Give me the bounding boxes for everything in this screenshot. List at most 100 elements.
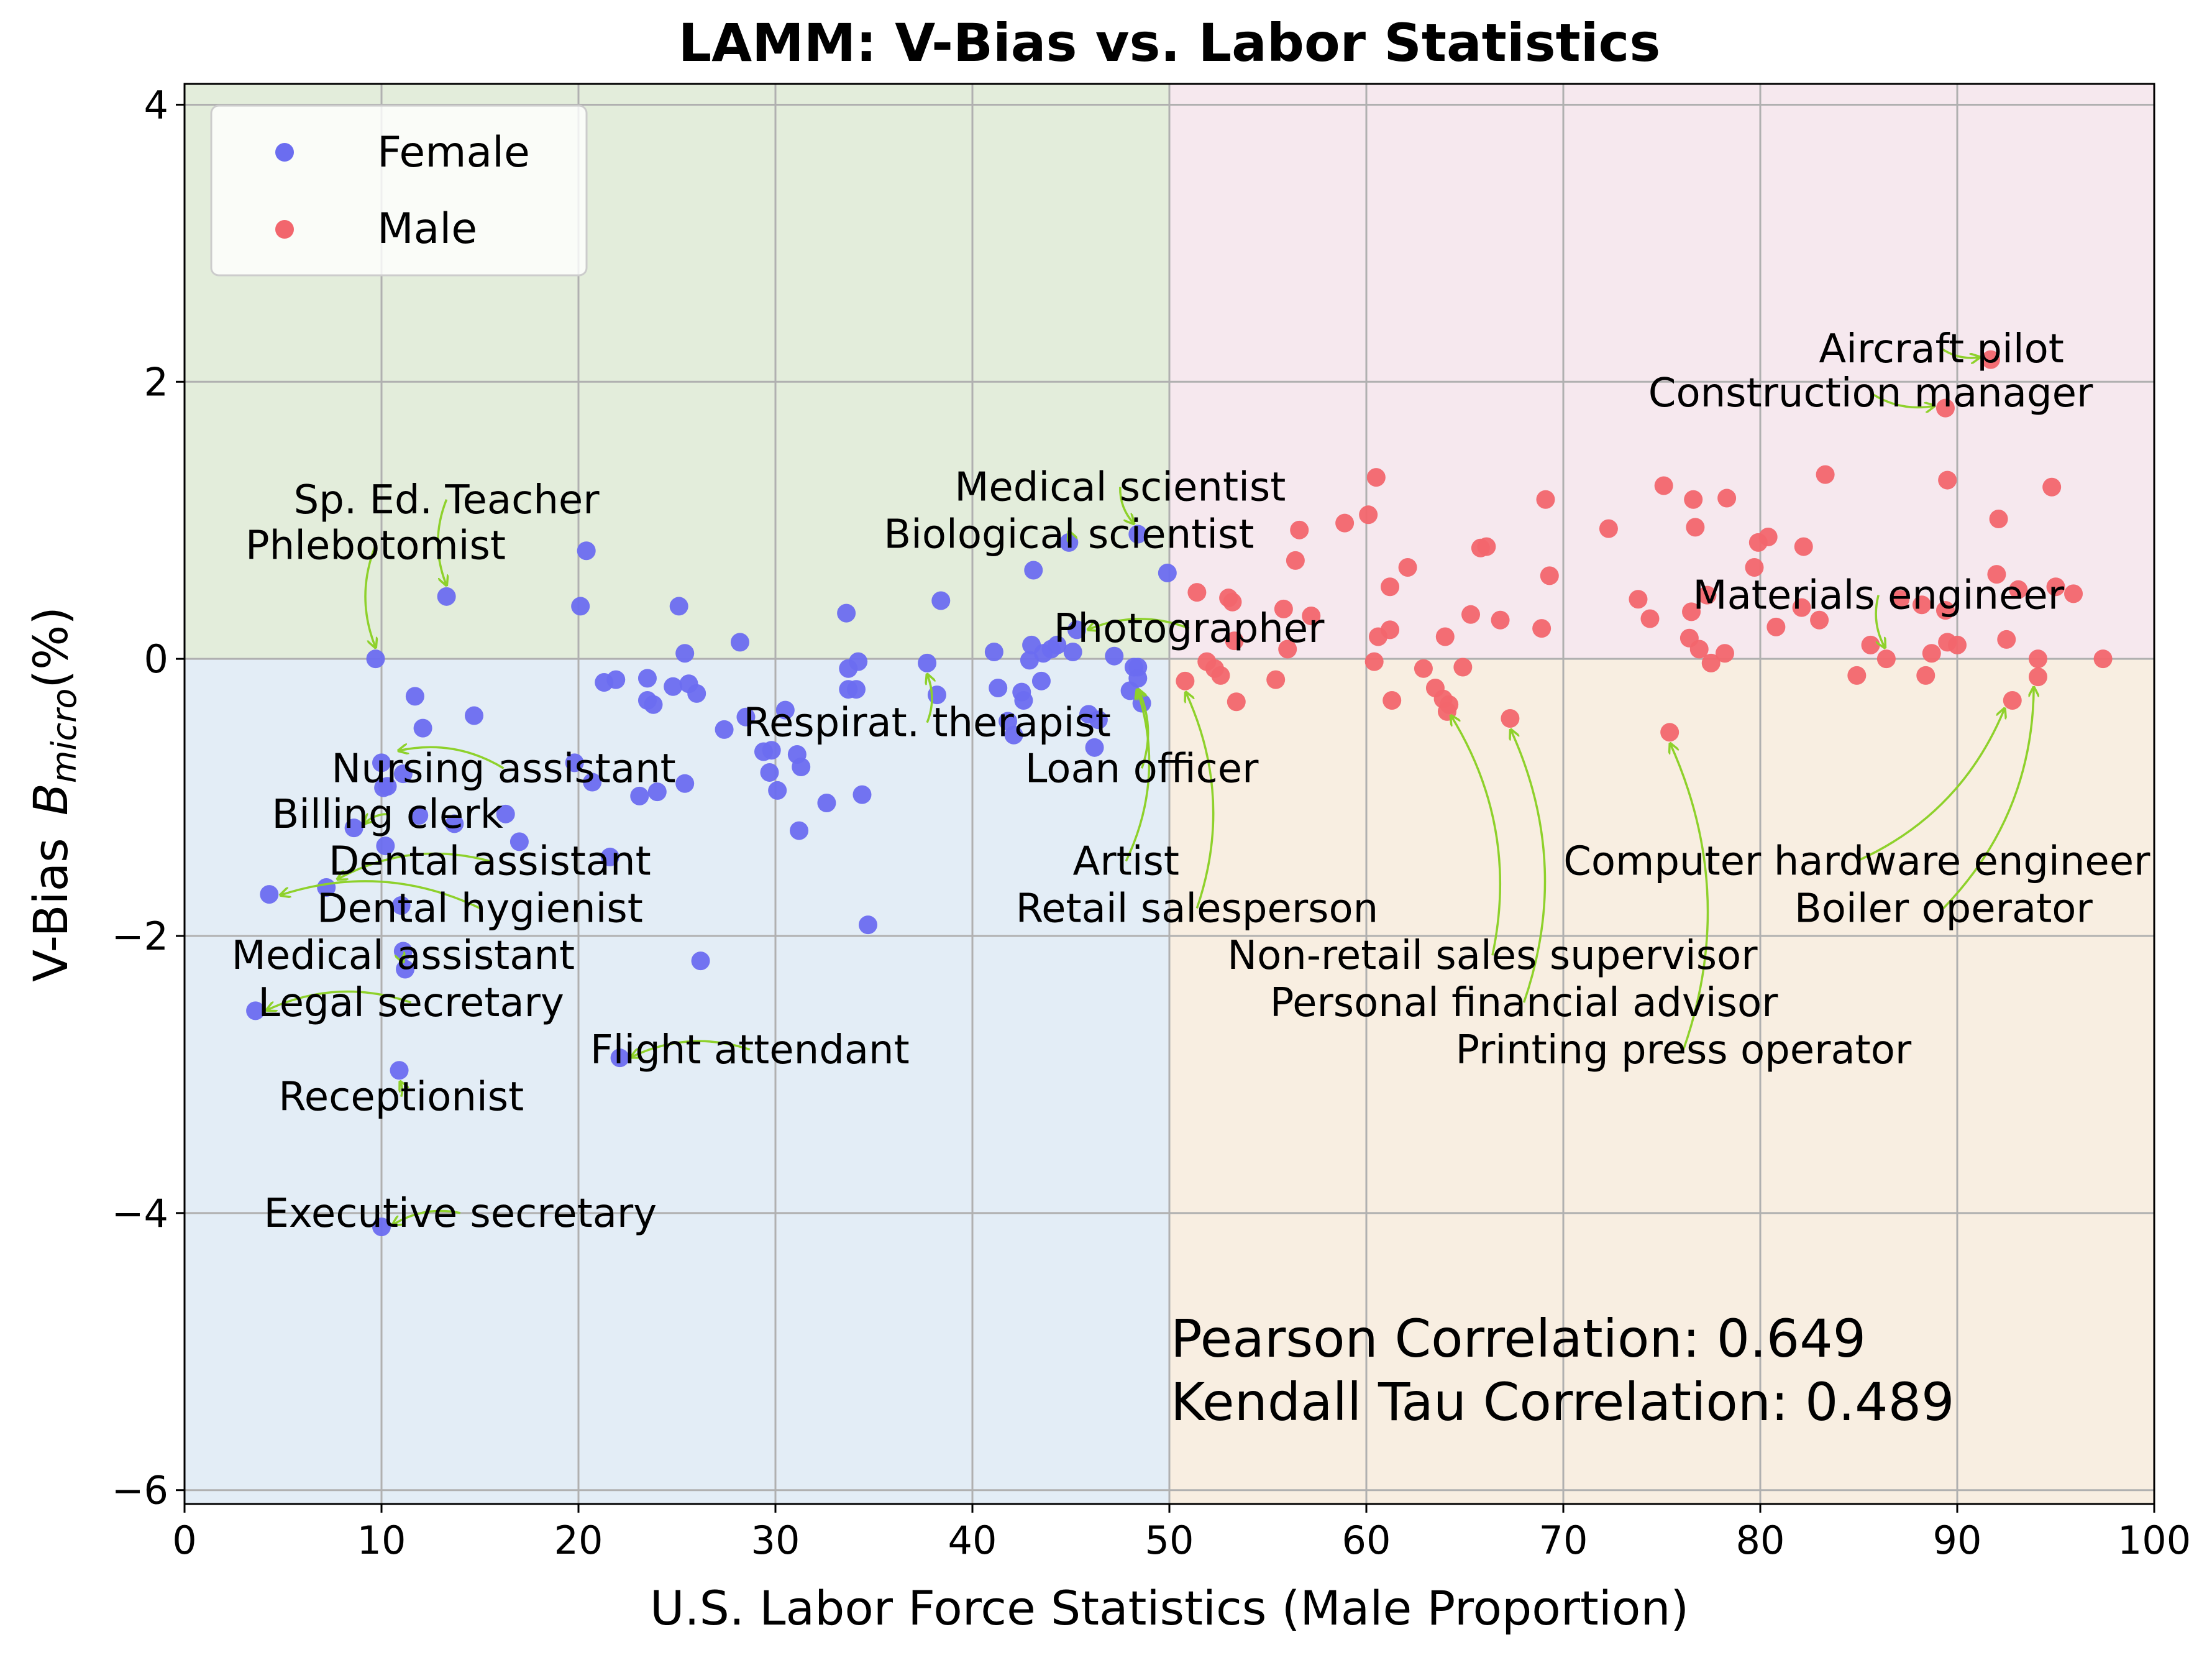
- female-point: [817, 793, 836, 812]
- pearson-correlation: Pearson Correlation: 0.649: [1171, 1308, 1866, 1369]
- male-point: [1187, 583, 1207, 602]
- male-point: [1912, 595, 1931, 615]
- annotation-arrow: [280, 880, 481, 909]
- female-point: [1105, 646, 1124, 666]
- female-point: [405, 687, 424, 706]
- annotation-label: Dental hygienist: [317, 886, 643, 932]
- x-tick-label: 50: [1145, 1518, 1194, 1563]
- annotation-label: Dental assistant: [329, 839, 651, 885]
- annotation-arrow: [1088, 618, 1190, 630]
- annotation-label: Receptionist: [278, 1075, 524, 1121]
- female-point: [413, 718, 432, 738]
- y-axis-label: V-Bias Bmicro(%): [23, 607, 84, 982]
- male-point: [1948, 635, 1967, 654]
- annotation-arrow: [927, 674, 932, 723]
- annotation-arrow: [400, 1081, 402, 1098]
- female-point: [390, 1061, 409, 1080]
- male-point: [1461, 605, 1481, 624]
- male-point: [1359, 505, 1378, 525]
- annotation-arrow: [1856, 708, 2004, 863]
- male-point: [1766, 617, 1786, 636]
- female-point: [837, 603, 856, 623]
- annotation-arrow: [1942, 687, 2034, 909]
- female-point: [496, 804, 515, 823]
- annotation-label: Printing press operator: [1456, 1027, 1912, 1073]
- female-point: [260, 885, 279, 904]
- male-point: [2093, 649, 2113, 669]
- male-point: [1684, 490, 1703, 509]
- annotation-arrows: [267, 347, 2034, 1225]
- male-point: [1794, 537, 1813, 556]
- annotation-arrow: [398, 747, 505, 769]
- male-point: [1286, 551, 1305, 570]
- female-point: [1089, 710, 1108, 730]
- male-point: [1302, 607, 1321, 626]
- male-point: [1682, 602, 1701, 621]
- male-point: [1981, 350, 2000, 369]
- female-point: [577, 541, 596, 561]
- annotation-arrow: [1940, 347, 1980, 358]
- annotation-label: Respirat. therapist: [743, 700, 1110, 746]
- female-point: [858, 915, 877, 935]
- x-tick-label: 100: [2118, 1518, 2191, 1563]
- annotation-label: Medical assistant: [232, 933, 575, 979]
- female-point: [1128, 669, 1148, 688]
- female-point: [736, 707, 756, 727]
- male-point: [1532, 619, 1552, 638]
- annotation-arrow: [1870, 392, 1935, 407]
- male-point: [1698, 585, 1717, 605]
- annotation-label: Medical scientist: [954, 465, 1286, 511]
- y-tick-label: 2: [144, 359, 168, 405]
- x-tick-label: 90: [1933, 1518, 1982, 1563]
- y-tick-label: −6: [112, 1468, 168, 1513]
- y-axis-ticks: −6 −4 −2 0 2 4: [112, 82, 185, 1513]
- annotation-label: Personal financial advisor: [1270, 980, 1778, 1026]
- female-point: [600, 847, 619, 866]
- female-point: [918, 653, 937, 672]
- male-point: [1382, 691, 1402, 710]
- female-point: [437, 587, 456, 606]
- annotation-label: Legal secretary: [258, 980, 564, 1026]
- x-tick-label: 30: [751, 1518, 800, 1563]
- annotation-arrow: [364, 814, 388, 823]
- female-point: [366, 649, 385, 669]
- annotation-arrow: [631, 1040, 751, 1057]
- male-point: [1876, 649, 1896, 669]
- y-axis-label-subscript: micro: [45, 689, 84, 784]
- male-point: [1266, 670, 1286, 689]
- female-point: [638, 669, 657, 688]
- male-point: [1381, 577, 1400, 597]
- male-point: [1922, 644, 1941, 663]
- male-point: [2064, 584, 2083, 603]
- annotation-label: Sp. Ed. Teacher: [294, 477, 600, 523]
- male-point: [1629, 590, 1648, 609]
- female-point: [675, 644, 695, 663]
- annotation-arrow: [337, 852, 490, 879]
- annotation-arrow: [1510, 730, 1547, 1003]
- x-tick-label: 10: [357, 1518, 406, 1563]
- annotation-label: Boiler operator: [1794, 886, 2093, 932]
- male-point: [1540, 566, 1559, 585]
- legend: Female Male: [210, 104, 588, 277]
- female-point: [762, 741, 781, 760]
- female-point: [1024, 561, 1043, 580]
- annotation-label: Billing clerk: [272, 792, 503, 838]
- background-regions: [185, 84, 2154, 1504]
- male-series: [1176, 350, 2113, 742]
- male-point: [1501, 709, 1520, 728]
- x-tick-label: 20: [554, 1518, 603, 1563]
- annotation-arrow: [1670, 743, 1709, 1050]
- legend-marker-male: [275, 220, 294, 239]
- annotation-label: Flight attendant: [590, 1027, 910, 1073]
- annotation-label: Phlebotomist: [245, 523, 506, 569]
- female-point: [792, 758, 811, 777]
- male-point: [1810, 610, 1829, 630]
- male-point: [1938, 470, 1957, 490]
- female-point: [760, 763, 779, 782]
- male-point: [1686, 518, 1705, 537]
- female-point: [372, 753, 391, 772]
- region-female-negative: [185, 659, 1169, 1504]
- female-point: [1085, 738, 1104, 757]
- male-point: [1366, 468, 1386, 487]
